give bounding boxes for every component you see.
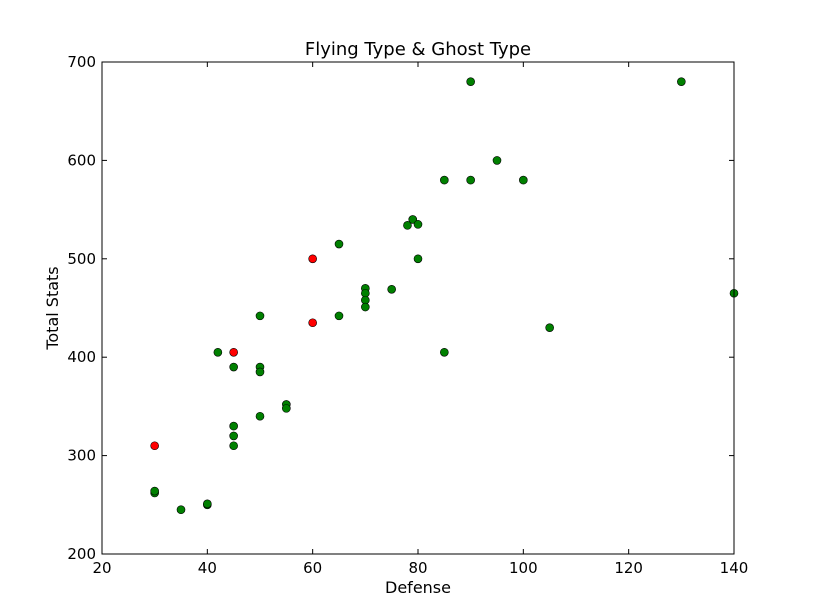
x-axis-label: Defense: [385, 578, 451, 597]
x-tick-label: 60: [303, 559, 322, 577]
data-point: [361, 302, 370, 312]
data-point: [408, 215, 418, 224]
y-tick-label: 600: [67, 151, 96, 169]
x-tick-label: 40: [198, 559, 217, 577]
data-point: [308, 318, 317, 328]
data-point: [466, 175, 475, 185]
data-point: [255, 367, 265, 377]
data-point: [176, 505, 186, 515]
data-point: [229, 362, 238, 372]
data-point: [545, 323, 554, 332]
plot-frame: [101, 61, 735, 555]
y-tick-label: 400: [67, 348, 96, 366]
data-points: [150, 77, 739, 515]
data-point: [519, 175, 528, 185]
x-tick-label: 120: [614, 559, 643, 577]
data-point: [255, 311, 265, 321]
chart-title: Flying Type & Ghost Type: [305, 39, 531, 60]
y-tick-label: 500: [67, 250, 96, 268]
data-point: [308, 254, 317, 264]
data-point: [229, 441, 238, 451]
y-axis-label: Total Stats: [43, 266, 62, 350]
y-tick-label: 300: [67, 447, 96, 465]
data-point: [229, 347, 238, 357]
x-tick-label: 80: [408, 559, 427, 577]
data-point: [255, 411, 265, 421]
data-point: [492, 156, 502, 165]
x-tick-label: 140: [720, 559, 749, 577]
data-point: [413, 220, 423, 229]
y-tick-label: 700: [67, 53, 96, 71]
plot-background: [102, 62, 734, 554]
y-tick-label: 200: [67, 545, 96, 563]
data-point: [466, 77, 475, 86]
tick-labels: 20 40 60 80 100 120 140 200 300 400 500 600 700: [67, 53, 748, 577]
data-point: [229, 431, 238, 441]
x-tick-label: 20: [92, 559, 111, 577]
data-point: [282, 404, 291, 413]
data-point: [413, 254, 423, 264]
data-point: [150, 441, 159, 451]
data-point: [334, 311, 344, 321]
data-point: [440, 347, 449, 357]
data-point: [387, 285, 396, 294]
data-point: [440, 175, 449, 185]
data-point: [677, 77, 686, 86]
data-point: [150, 486, 159, 496]
data-point: [334, 239, 344, 249]
data-point: [203, 499, 212, 509]
data-point: [213, 347, 223, 357]
data-point: [229, 421, 238, 431]
x-tick-label: 100: [509, 559, 538, 577]
data-point: [403, 221, 412, 230]
